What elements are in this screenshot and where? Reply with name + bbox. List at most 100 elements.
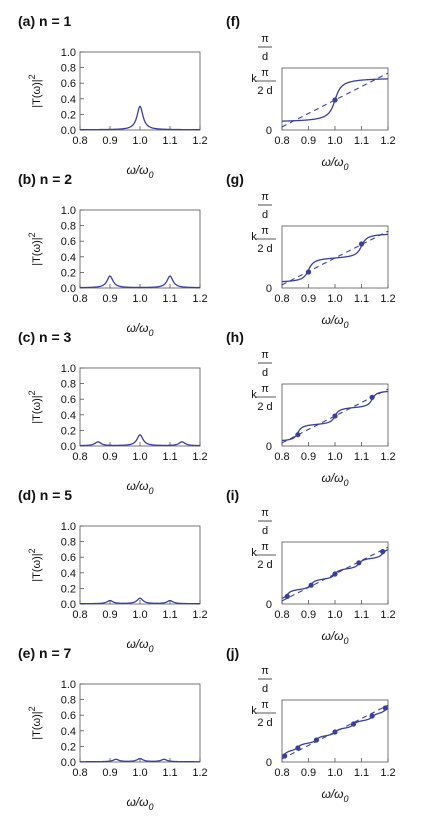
y-tick-label-pi: π	[261, 349, 269, 361]
y-tick-label: 0.0	[61, 441, 76, 453]
y-tick-label-pi: π	[261, 191, 269, 203]
x-tick-label: 1.0	[132, 451, 147, 463]
x-tick-label: 1.2	[380, 609, 395, 621]
resonance-point	[369, 394, 375, 400]
x-tick-label: 1.1	[162, 135, 177, 147]
transmission-curve	[80, 105, 200, 131]
x-tick-label: 0.9	[102, 293, 117, 305]
x-axis-label: ω/ω0	[126, 795, 153, 812]
panel-label: (b) n = 2	[18, 171, 72, 187]
x-tick-label: 1.1	[162, 767, 177, 779]
resonance-point	[369, 713, 375, 719]
x-tick-label: 0.8	[274, 135, 289, 147]
x-tick-label: 1.2	[380, 135, 395, 147]
x-tick-label: 1.0	[327, 451, 342, 463]
x-axis-label: ω/ω0	[321, 155, 348, 172]
panel-label: (f)	[226, 13, 240, 29]
panel-label: (i)	[226, 487, 239, 503]
x-tick-label: 0.9	[102, 767, 117, 779]
x-tick-label: 0.9	[102, 135, 117, 147]
y-tick-label: 0.6	[61, 236, 76, 248]
x-tick-label: 1.0	[132, 293, 147, 305]
resonance-point	[380, 549, 386, 555]
x-tick-label: 0.8	[274, 293, 289, 305]
y-axis-label: k	[251, 389, 257, 401]
x-tick-label: 0.8	[72, 609, 87, 621]
x-tick-label: 0.9	[301, 767, 316, 779]
x-tick-label: 1.0	[327, 135, 342, 147]
resonance-point	[382, 705, 388, 711]
resonance-point	[284, 593, 290, 600]
x-axis-label: ω/ω0	[321, 787, 348, 804]
resonance-point	[308, 582, 314, 588]
resonance-point	[332, 413, 338, 419]
y-tick-label: 0.0	[61, 599, 76, 611]
resonance-point	[332, 729, 338, 735]
y-axis-label: k	[251, 231, 257, 243]
resonance-point	[356, 560, 362, 566]
x-tick-label: 1.0	[327, 293, 342, 305]
y-tick-label: 1.0	[61, 47, 76, 59]
x-axis-label: ω/ω0	[126, 321, 153, 338]
x-tick-label: 0.9	[301, 293, 316, 305]
y-axis-label: |T(ω)|2	[27, 74, 43, 107]
resonance-point	[313, 737, 320, 743]
y-tick-label-pi-half: π	[261, 699, 269, 711]
y-tick-label-pi-half: π	[261, 383, 269, 395]
x-axis-label: ω/ω0	[321, 629, 348, 646]
x-tick-label: 1.2	[192, 293, 207, 305]
x-tick-label: 1.1	[354, 135, 369, 147]
x-tick-label: 0.9	[102, 609, 117, 621]
x-axis-label: ω/ω0	[321, 471, 348, 488]
resonance-point	[305, 269, 312, 275]
x-tick-label: 1.1	[162, 609, 177, 621]
x-tick-label: 1.0	[327, 767, 342, 779]
x-tick-label: 1.1	[354, 293, 369, 305]
dispersion-dashed-line	[281, 546, 389, 602]
x-tick-label: 1.0	[132, 609, 147, 621]
y-axis-label: k	[251, 705, 257, 717]
y-axis-label: k	[251, 547, 257, 559]
y-tick-label-zero: 0	[266, 599, 272, 611]
y-tick-label: 0.8	[61, 221, 76, 233]
x-tick-label: 1.2	[192, 767, 207, 779]
x-axis-label: ω/ω0	[126, 163, 153, 180]
y-tick-label-pi: π	[261, 665, 269, 677]
y-tick-label: 1.0	[61, 679, 76, 691]
x-tick-label: 0.9	[301, 609, 316, 621]
y-tick-label-2d: 2 d	[257, 717, 272, 729]
y-axis-label: |T(ω)|2	[27, 232, 43, 265]
plot-frame	[79, 683, 201, 763]
panel-label: (a) n = 1	[18, 13, 72, 29]
x-tick-label: 1.2	[192, 609, 207, 621]
panel-label: (d) n = 5	[18, 487, 72, 503]
y-tick-label: 0.4	[61, 726, 76, 738]
y-tick-label: 0.8	[61, 63, 76, 75]
y-tick-label-pi-half: π	[261, 225, 269, 237]
y-tick-label: 0.0	[61, 125, 76, 137]
y-tick-label: 1.0	[61, 363, 76, 375]
x-tick-label: 1.1	[354, 609, 369, 621]
resonance-point	[350, 721, 357, 727]
resonance-point	[282, 753, 288, 759]
x-tick-label: 0.9	[102, 451, 117, 463]
y-tick-label: 0.2	[61, 425, 76, 437]
y-axis-label: |T(ω)|2	[27, 548, 43, 581]
transmission-curve	[80, 757, 200, 763]
plot-frame	[281, 225, 389, 289]
plot-frame	[79, 51, 201, 131]
y-tick-label-pi-half: π	[261, 67, 269, 79]
x-tick-label: 1.2	[192, 135, 207, 147]
x-tick-label: 0.8	[274, 609, 289, 621]
y-tick-label: 0.8	[61, 537, 76, 549]
y-tick-label-2d: 2 d	[257, 401, 272, 413]
y-tick-label: 0.6	[61, 710, 76, 722]
panel-label: (j)	[226, 645, 239, 661]
x-tick-label: 0.8	[274, 767, 289, 779]
y-tick-label-zero: 0	[266, 283, 272, 295]
y-tick-label: 0.4	[61, 568, 76, 580]
x-tick-label: 0.8	[72, 293, 87, 305]
x-tick-label: 1.0	[132, 767, 147, 779]
panel-label: (e) n = 7	[18, 645, 72, 661]
resonance-point	[332, 97, 338, 103]
